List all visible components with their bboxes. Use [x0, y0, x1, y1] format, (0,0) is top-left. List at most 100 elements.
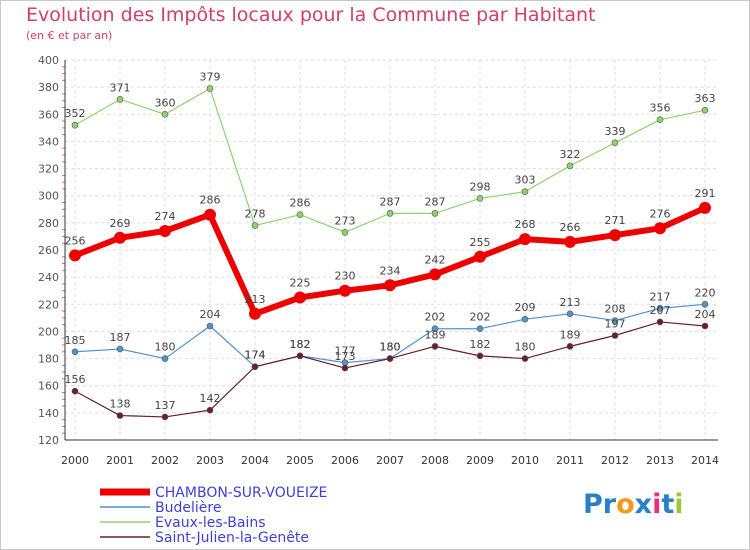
- data-label: 379: [200, 71, 221, 84]
- chart-subtitle: (en € et par an): [26, 29, 113, 42]
- data-point: [69, 249, 81, 262]
- y-tick-label: 360: [38, 108, 59, 121]
- data-point: [296, 211, 304, 219]
- data-point: [386, 355, 394, 362]
- data-label: 213: [245, 293, 266, 306]
- data-label: 208: [605, 303, 626, 316]
- y-tick-label: 160: [38, 380, 59, 393]
- y-tick-label: 300: [38, 190, 59, 203]
- x-tick-label: 2005: [286, 454, 314, 467]
- x-tick-label: 2013: [646, 454, 674, 467]
- data-label: 156: [65, 373, 86, 386]
- data-label: 189: [560, 328, 581, 341]
- data-label: 242: [425, 253, 446, 266]
- data-point: [566, 162, 574, 170]
- data-label: 207: [650, 304, 671, 317]
- data-point: [521, 188, 529, 195]
- data-point: [611, 317, 619, 324]
- legend-label: CHAMBON-SUR-VOUEIZE: [155, 485, 327, 501]
- data-label: 230: [335, 270, 356, 283]
- data-label: 138: [110, 398, 131, 411]
- data-label: 287: [380, 195, 401, 208]
- data-label: 182: [290, 338, 311, 351]
- data-label: 202: [425, 311, 446, 324]
- data-point: [116, 96, 124, 103]
- data-point: [431, 210, 439, 217]
- data-label: 363: [695, 92, 716, 105]
- data-point: [71, 121, 79, 129]
- x-tick-label: 2007: [376, 454, 404, 467]
- data-point: [611, 332, 619, 339]
- data-label: 225: [290, 277, 311, 290]
- proxiti-logo: Proxiti: [583, 489, 684, 520]
- x-tick-label: 2002: [151, 454, 179, 467]
- data-label: 182: [470, 338, 491, 351]
- data-point: [521, 315, 529, 323]
- data-point: [341, 364, 349, 372]
- data-label: 185: [65, 334, 86, 347]
- data-label: 268: [515, 218, 536, 231]
- data-label: 269: [110, 217, 131, 230]
- data-point: [294, 291, 306, 304]
- data-label: 177: [335, 345, 356, 358]
- y-tick-label: 260: [38, 244, 59, 257]
- logo-letter: t: [661, 489, 675, 520]
- data-label: 187: [110, 331, 131, 344]
- data-point: [159, 225, 171, 237]
- x-tick-label: 2011: [556, 454, 584, 467]
- data-point: [431, 343, 439, 350]
- data-point: [476, 195, 484, 202]
- data-label: 209: [515, 301, 536, 314]
- data-point: [699, 201, 711, 214]
- data-label: 142: [200, 392, 221, 405]
- x-tick-label: 2000: [61, 454, 89, 467]
- data-point: [701, 300, 709, 308]
- data-point: [341, 229, 349, 236]
- x-tick-label: 2010: [511, 454, 539, 467]
- data-point: [71, 387, 79, 395]
- data-label: 286: [290, 197, 311, 210]
- legend-label: Evaux-les-Bains: [155, 515, 266, 531]
- data-label: 202: [470, 311, 491, 324]
- y-tick-label: 120: [38, 434, 59, 447]
- data-point: [206, 406, 214, 414]
- data-point: [206, 85, 214, 92]
- data-label: 298: [470, 180, 491, 193]
- data-label: 274: [155, 210, 176, 223]
- data-label: 217: [650, 290, 671, 303]
- data-point: [161, 110, 169, 118]
- data-label: 266: [560, 221, 581, 234]
- y-tick-label: 400: [38, 54, 59, 67]
- y-tick-label: 180: [38, 353, 59, 366]
- data-label: 271: [605, 214, 626, 227]
- data-label: 276: [650, 207, 671, 220]
- logo-letter: o: [616, 489, 635, 520]
- series-lines: [69, 85, 711, 421]
- data-point: [521, 355, 529, 362]
- data-label: 137: [155, 399, 176, 412]
- data-point: [296, 352, 304, 360]
- grid: [65, 59, 718, 441]
- y-tick-label: 220: [38, 298, 59, 311]
- data-point: [429, 268, 441, 281]
- data-label: 204: [695, 308, 716, 321]
- data-point: [204, 208, 216, 221]
- data-label: 322: [560, 148, 581, 161]
- data-point: [249, 307, 261, 320]
- data-point: [656, 305, 664, 312]
- y-tick-label: 320: [38, 163, 59, 176]
- x-tick-label: 2009: [466, 454, 494, 467]
- data-label: 352: [65, 107, 86, 120]
- data-label: 256: [65, 234, 86, 247]
- data-point: [656, 318, 664, 326]
- data-label: 360: [155, 96, 176, 109]
- data-point: [476, 325, 484, 333]
- data-point: [71, 348, 79, 356]
- data-point: [701, 106, 709, 114]
- data-label: 220: [695, 286, 716, 299]
- logo-letter: x: [634, 489, 653, 520]
- data-point: [251, 363, 259, 371]
- data-label: 356: [650, 102, 671, 115]
- y-tick-label: 240: [38, 271, 59, 284]
- data-point: [566, 310, 574, 318]
